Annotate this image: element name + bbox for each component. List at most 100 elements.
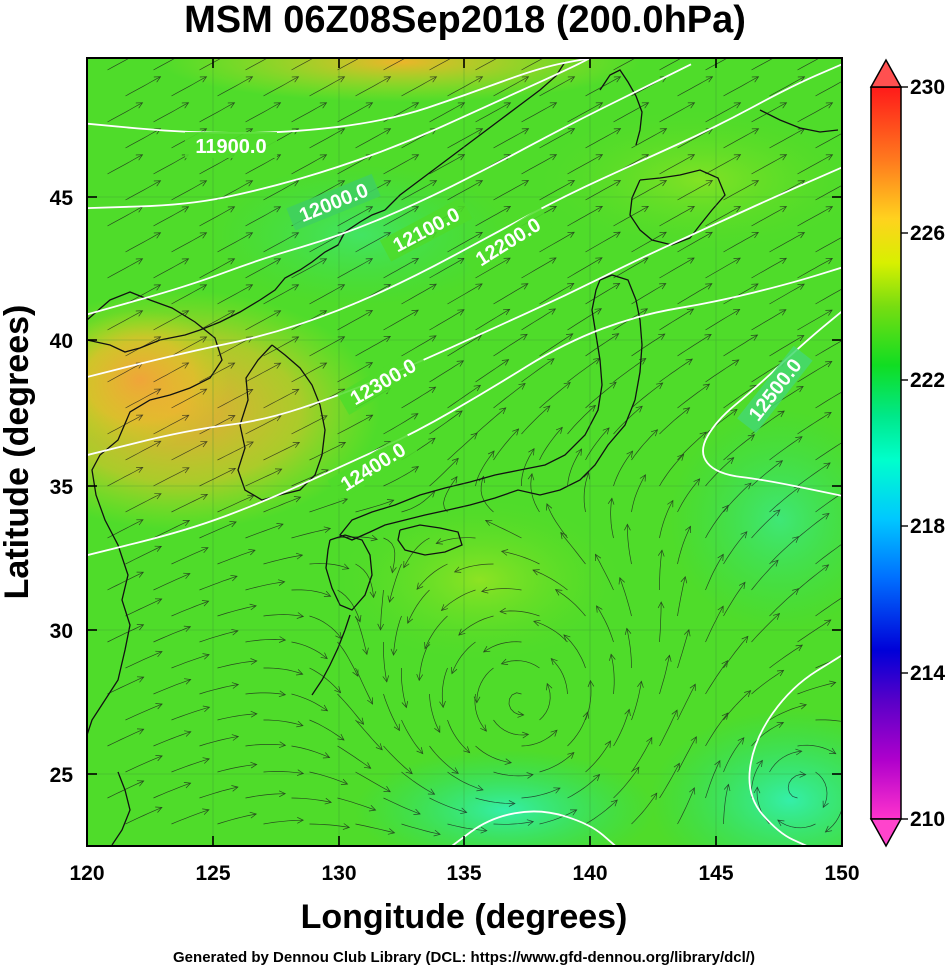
streamline-461 [217,764,257,773]
streamline-arrowhead-504 [650,792,658,800]
streamline-164 [631,283,666,305]
coastline-kyushu [325,534,373,611]
streamline-arrowhead-164 [659,283,667,290]
streamline-309 [245,523,284,539]
streamline-arrowhead-386 [657,601,665,609]
streamline-arrowhead-151 [825,258,833,265]
streamline-arrowhead-134 [844,233,851,239]
streamline-450 [475,745,512,764]
coastline-china [87,291,223,736]
streamline-7 [429,58,452,71]
streamline-114 [659,206,695,227]
streamline-arrowhead-236 [843,387,850,393]
streamline-281 [521,448,535,486]
streamline-34 [107,102,143,123]
streamline-arrowhead-95 [613,180,622,187]
streamline-arrowhead-509 [842,852,849,858]
contour-line-12300 [87,166,842,456]
streamline-140 [291,258,327,279]
streamline-arrowhead-217 [732,359,740,366]
streamline-183 [705,309,740,331]
streamline-arrowhead-286 [775,460,784,467]
streamline-502 [539,809,577,825]
streamline-385 [596,605,614,643]
streamline-arrowhead-30 [751,76,760,83]
streamline-365 [458,615,494,636]
streamline-arrowhead-406 [846,652,853,658]
streamline-75 [429,154,465,175]
streamline-193 [401,335,437,357]
streamline-arrowhead-55 [337,128,346,135]
streamline-463 [309,771,348,785]
streamline-184 [751,309,787,331]
streamline-456 [751,722,784,747]
streamline-arrowhead-8 [504,51,511,57]
streamline-arrowhead-378 [320,652,328,660]
streamline-arrowhead-473 [795,748,803,756]
streamline-arrowhead-344 [323,590,332,597]
streamline-arrowhead-405 [795,644,803,652]
streamline-arrowhead-27 [613,76,622,83]
streamline-arrowhead-377 [278,636,287,643]
streamline-arrowhead-250 [682,407,691,414]
streamline-439 [769,704,807,721]
streamline-413 [337,693,364,725]
streamline-arrowhead-418 [550,658,558,666]
x-tick-label: 140 [572,862,607,885]
streamline-arrowhead-266 [650,429,659,437]
streamline-291 [217,495,255,513]
colorbar-tick-label: 222 [910,369,945,392]
streamline-arrowhead-330 [416,582,424,590]
streamline-arrowhead-481 [368,805,377,812]
streamline-arrowhead-3 [274,51,281,57]
streamline-195 [493,334,528,357]
streamline-133 [769,232,805,253]
streamline-311 [337,536,378,540]
streamline-506 [723,784,729,825]
streamline-333 [560,532,586,565]
streamline-337 [769,536,799,565]
streamline-arrowhead-464 [383,786,391,793]
streamline-391 [125,651,163,669]
streamline-arrowhead-213 [547,358,555,365]
streamline-369 [677,576,686,617]
streamline-arrowhead-202 [843,336,850,342]
streamline-arrowhead-136 [135,258,144,265]
streamline-88 [263,180,299,201]
contour-line-12400 [87,266,842,557]
streamline-arrowhead-147 [641,257,649,264]
streamline-495 [217,813,257,825]
streamline-394 [263,667,303,675]
streamline-59 [493,128,529,149]
streamline-353 [705,554,724,591]
streamline-206 [199,362,235,383]
streamline-228 [447,385,481,409]
streamline-arrowhead-278 [411,466,420,473]
x-tick-label: 125 [195,862,230,885]
streamline-224 [263,388,299,409]
streamline-258 [263,442,300,461]
streamline-arrowhead-312 [390,566,397,574]
streamline-arrowhead-279 [451,457,459,465]
streamline-arrowhead-4 [320,51,327,57]
streamline-arrowhead-376 [231,628,239,636]
streamline-478 [199,786,238,799]
streamline-arrowhead-243 [365,414,374,421]
streamline-arrowhead-290 [200,493,209,500]
streamline-232 [631,382,663,409]
streamline-215 [613,358,647,383]
streamline-375 [153,626,191,643]
streamline-2 [199,58,223,71]
streamline-arrowhead-24 [475,76,484,83]
x-tick-label: 135 [446,862,481,885]
streamline-arrowhead-333 [560,531,567,540]
streamline-326 [263,554,303,565]
streamline-268 [723,434,755,461]
streamline-arrowhead-274 [228,467,237,474]
streamline-132 [723,232,759,253]
streamline-arrowhead-100 [844,181,851,187]
streamline-392 [171,654,210,669]
streamline-arrowhead-508 [777,819,785,827]
streamline-arrowhead-64 [751,128,760,135]
streamline-arrowhead-258 [292,442,301,448]
